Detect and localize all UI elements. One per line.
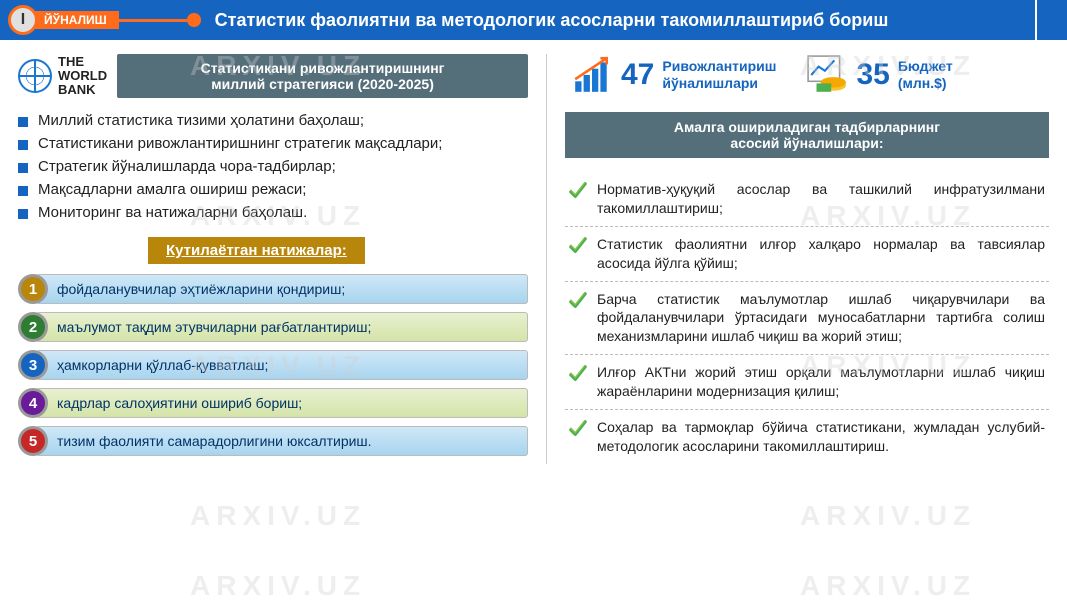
direction-text: Статистик фаолиятни илғор халқаро нормал… <box>597 235 1045 273</box>
bullet-item: Статистикани ривожлантиришнинг стратегик… <box>18 135 528 152</box>
strategy-line1: Статистикани ривожлантиришнинг <box>127 60 518 76</box>
section-label: ЙЎНАЛИШ <box>24 11 119 29</box>
section-dot <box>187 13 201 27</box>
direction-item: Барча статистик маълумотлар ишлаб чиқару… <box>565 282 1049 356</box>
bullet-item: Миллий статистика тизими ҳолатини баҳола… <box>18 112 528 129</box>
directions-header-line1: Амалга ошириладиган тадбирларнинг <box>575 119 1039 135</box>
bullet-list: Миллий статистика тизими ҳолатини баҳола… <box>18 112 528 221</box>
bullet-text: Статистикани ривожлантиришнинг стратегик… <box>38 135 442 152</box>
watermark: ARXIV.UZ <box>190 570 366 602</box>
result-bar: кадрлар салоҳиятини ошириб бориш; <box>36 388 528 418</box>
expected-header: Кутилаётган натижалар: <box>148 237 365 264</box>
square-bullet-icon <box>18 209 28 219</box>
right-column: 47 Ривожлантириш йўналишлари 35 Бюджет (… <box>565 54 1049 464</box>
header-title: Статистик фаолиятни ва методологик асосл… <box>215 10 889 31</box>
direction-text: Илғор АКТни жорий этиш орқали маълумотла… <box>597 363 1045 401</box>
watermark: ARXIV.UZ <box>800 500 976 532</box>
result-bar: маълумот тақдим этувчиларни рағбатлантир… <box>36 312 528 342</box>
header-divider <box>1035 0 1037 40</box>
column-divider <box>546 54 547 464</box>
directions-header-line2: асосий йўналишлари: <box>575 135 1039 151</box>
square-bullet-icon <box>18 140 28 150</box>
stat2-value: 35 <box>856 58 889 92</box>
result-bar: ҳамкорларни қўллаб-қувватлаш; <box>36 350 528 380</box>
stat1-label-line1: Ривожлантириш <box>662 58 776 75</box>
stat1-value: 47 <box>621 58 654 92</box>
bullet-item: Стратегик йўналишларда чора-тадбирлар; <box>18 158 528 175</box>
check-icon <box>569 420 587 438</box>
wb-text-line1: THE <box>58 55 107 69</box>
header-bar: I ЙЎНАЛИШ Статистик фаолиятни ва методол… <box>0 0 1067 40</box>
watermark: ARXIV.UZ <box>800 570 976 602</box>
direction-item: Норматив-ҳуқуқий асослар ва ташкилий инф… <box>565 172 1049 227</box>
bullet-text: Миллий статистика тизими ҳолатини баҳола… <box>38 112 364 129</box>
result-item: 4кадрлар салоҳиятини ошириб бориш; <box>18 388 528 418</box>
direction-text: Норматив-ҳуқуқий асослар ва ташкилий инф… <box>597 180 1045 218</box>
strategy-title-box: Статистикани ривожлантиришнинг миллий ст… <box>117 54 528 98</box>
square-bullet-icon <box>18 163 28 173</box>
result-number-badge: 2 <box>18 312 48 342</box>
section-number-badge: I <box>8 5 38 35</box>
chart-up-icon <box>571 54 613 96</box>
result-item: 1фойдаланувчилар эҳтиёжларини қондириш; <box>18 274 528 304</box>
bullet-text: Мақсадларни амалга ошириш режаси; <box>38 181 306 198</box>
direction-text: Соҳалар ва тармоқлар бўйича статистикани… <box>597 418 1045 456</box>
check-icon <box>569 237 587 255</box>
stat2-label-line2: (млн.$) <box>898 75 953 92</box>
direction-item: Статистик фаолиятни илғор халқаро нормал… <box>565 227 1049 282</box>
stat2-label-line1: Бюджет <box>898 58 953 75</box>
directions-list: Норматив-ҳуқуқий асослар ва ташкилий инф… <box>565 172 1049 464</box>
world-bank-logo: THE WORLD BANK <box>18 55 107 98</box>
watermark: ARXIV.UZ <box>190 500 366 532</box>
expected-results-section: Кутилаётган натижалар: 1фойдаланувчилар … <box>18 237 528 456</box>
square-bullet-icon <box>18 186 28 196</box>
check-icon <box>569 292 587 310</box>
result-item: 2маълумот тақдим этувчиларни рағбатланти… <box>18 312 528 342</box>
strategy-line2: миллий стратегияси (2020-2025) <box>127 76 518 92</box>
wb-text-line3: BANK <box>58 83 107 97</box>
stats-row: 47 Ривожлантириш йўналишлари 35 Бюджет (… <box>565 54 1049 96</box>
left-column: THE WORLD BANK Статистикани ривожлантири… <box>18 54 528 464</box>
bullet-item: Мақсадларни амалга ошириш режаси; <box>18 181 528 198</box>
check-icon <box>569 182 587 200</box>
bullet-text: Стратегик йўналишларда чора-тадбирлар; <box>38 158 336 175</box>
result-item: 3ҳамкорларни қўллаб-қувватлаш; <box>18 350 528 380</box>
result-number-badge: 3 <box>18 350 48 380</box>
stat1-label-line2: йўналишлари <box>662 75 776 92</box>
globe-icon <box>18 59 52 93</box>
bullet-item: Мониторинг ва натижаларни баҳолаш. <box>18 204 528 221</box>
bullet-text: Мониторинг ва натижаларни баҳолаш. <box>38 204 307 221</box>
directions-header: Амалга ошириладиган тадбирларнинг асосий… <box>565 112 1049 158</box>
direction-item: Илғор АКТни жорий этиш орқали маълумотла… <box>565 355 1049 410</box>
result-number-badge: 5 <box>18 426 48 456</box>
section-line <box>117 19 187 22</box>
result-bar: фойдаланувчилар эҳтиёжларини қондириш; <box>36 274 528 304</box>
check-icon <box>569 365 587 383</box>
result-bar: тизим фаолияти самарадорлигини юксалтири… <box>36 426 528 456</box>
money-chart-icon <box>806 54 848 96</box>
wb-text-line2: WORLD <box>58 69 107 83</box>
square-bullet-icon <box>18 117 28 127</box>
direction-item: Соҳалар ва тармоқлар бўйича статистикани… <box>565 410 1049 464</box>
result-number-badge: 4 <box>18 388 48 418</box>
direction-text: Барча статистик маълумотлар ишлаб чиқару… <box>597 290 1045 347</box>
result-number-badge: 1 <box>18 274 48 304</box>
result-item: 5тизим фаолияти самарадорлигини юксалтир… <box>18 426 528 456</box>
